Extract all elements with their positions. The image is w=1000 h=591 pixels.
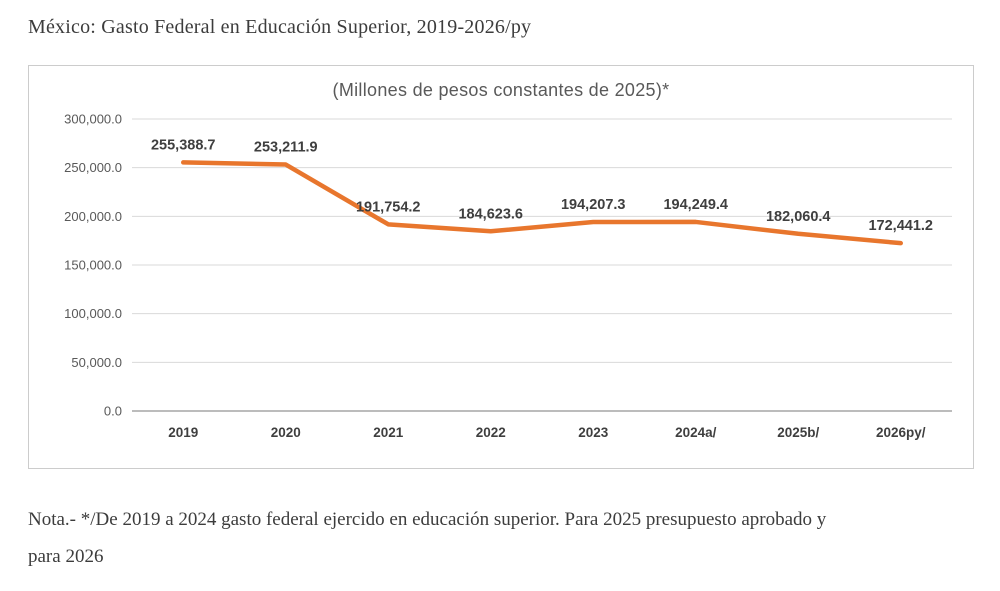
x-axis-label: 2026py/ <box>876 425 926 440</box>
data-label: 184,623.6 <box>458 206 523 222</box>
footnote-line-1: Nota.- */De 2019 a 2024 gasto federal ej… <box>28 509 827 530</box>
x-axis-label: 2020 <box>271 425 301 440</box>
x-axis-label: 2019 <box>168 425 198 440</box>
data-label: 172,441.2 <box>868 218 933 234</box>
y-tick-label: 300,000.0 <box>64 112 122 127</box>
x-axis-label: 2021 <box>373 425 404 440</box>
footnote: Nota.- */De 2019 a 2024 gasto federal ej… <box>28 501 974 575</box>
data-label: 191,754.2 <box>356 199 421 215</box>
data-label: 194,207.3 <box>561 197 626 213</box>
x-axis-label: 2024a/ <box>675 425 717 440</box>
chart-container: (Millones de pesos constantes de 2025)* … <box>28 65 974 469</box>
y-tick-label: 100,000.0 <box>64 306 122 321</box>
data-label: 194,249.4 <box>663 197 728 213</box>
series-line <box>181 160 903 246</box>
page-title: México: Gasto Federal en Educación Super… <box>28 16 532 38</box>
y-tick-label: 150,000.0 <box>64 258 122 273</box>
data-label: 253,211.9 <box>254 140 318 156</box>
x-axis-label: 2025b/ <box>777 425 819 440</box>
chart-title: (Millones de pesos constantes de 2025)* <box>332 80 670 100</box>
line-chart: 300,000.0 250,000.0 200,000.0 150,000.0 100,… <box>64 112 952 440</box>
y-tick-label: 250,000.0 <box>64 160 122 175</box>
y-tick-label: 50,000.0 <box>71 355 122 370</box>
footnote-line-2: para 2026 <box>28 546 104 568</box>
data-label: 255,388.7 <box>151 137 216 153</box>
x-axis-label: 2023 <box>578 425 609 440</box>
y-tick-label: 200,000.0 <box>64 209 122 224</box>
y-tick-label: 0.0 <box>104 404 122 419</box>
x-axis-label: 2022 <box>476 425 506 440</box>
data-label: 182,060.4 <box>766 209 831 225</box>
